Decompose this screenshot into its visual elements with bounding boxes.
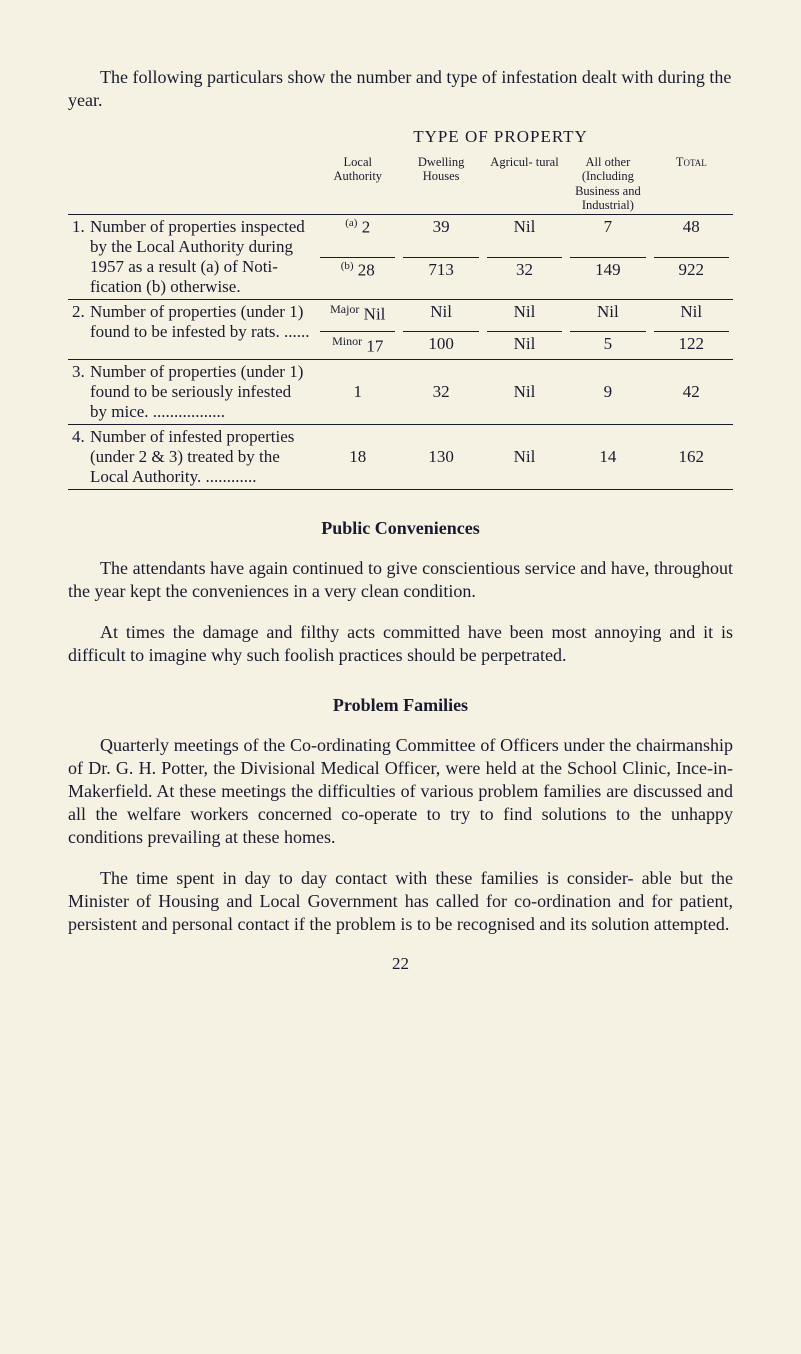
row-number: 2. (72, 302, 90, 342)
row-sublabel: (a) (345, 217, 357, 229)
row-sublabel: (b) (341, 260, 354, 272)
row-description: Number of infested properties (under 2 &… (90, 427, 312, 487)
cell-value: Nil (483, 424, 566, 489)
table-row: 4. Number of infested properties (under … (68, 424, 733, 489)
page-number: 22 (68, 954, 733, 974)
cell-value: 28 (358, 261, 375, 280)
cell-value: 122 (679, 334, 705, 353)
document-page: The following particulars show the numbe… (0, 0, 801, 974)
row-description: Number of properties (under 1) found to … (90, 362, 312, 422)
cell-value: Nil (483, 359, 566, 424)
table-header-row: Local Authority Dwelling Houses Agricul-… (68, 153, 733, 215)
rule-line (654, 257, 729, 258)
row-sublabel: Minor (332, 334, 362, 348)
cell-value: 32 (516, 260, 533, 279)
row-number: 1. (72, 217, 90, 297)
cell-value: 14 (566, 424, 649, 489)
cell-value: Nil (566, 300, 649, 327)
body-paragraph: The time spent in day to day contact wit… (68, 867, 733, 936)
row-description: Number of properties inspected by the Lo… (90, 217, 312, 297)
row-description: Number of properties (under 1) found to … (90, 302, 312, 342)
intro-paragraph: The following particulars show the numbe… (68, 66, 733, 113)
cell-value: 32 (399, 359, 482, 424)
row-number: 4. (72, 427, 90, 487)
cell-value: Nil (399, 300, 482, 327)
col-dwelling-houses: Dwelling Houses (399, 153, 482, 215)
rule-line (654, 331, 729, 332)
rule-line (320, 257, 395, 258)
rule-line (320, 331, 395, 332)
rule-line (403, 257, 478, 258)
cell-value: 48 (650, 215, 733, 254)
body-paragraph: The attendants have again continued to g… (68, 557, 733, 603)
cell-value: Nil (514, 334, 536, 353)
rule-line (570, 331, 645, 332)
cell-value: 18 (316, 424, 399, 489)
body-paragraph: Quarterly meetings of the Co-ordinating … (68, 734, 733, 849)
table-row: 3. Number of properties (under 1) found … (68, 359, 733, 424)
col-local-authority: Local Authority (316, 153, 399, 215)
cell-value: 713 (428, 260, 454, 279)
col-all-other: All other (Including Business and Indust… (566, 153, 649, 215)
cell-value: 130 (399, 424, 482, 489)
cell-value: 2 (362, 218, 371, 237)
cell-value: 17 (366, 337, 383, 356)
infestation-table: Local Authority Dwelling Houses Agricul-… (68, 153, 733, 490)
section-heading-problem-families: Problem Families (68, 695, 733, 716)
rule-line (403, 331, 478, 332)
cell-value: 162 (650, 424, 733, 489)
row-number: 3. (72, 362, 90, 422)
rule-line (570, 257, 645, 258)
col-total: Total (650, 153, 733, 215)
rule-line (487, 331, 562, 332)
cell-value: 100 (428, 334, 454, 353)
cell-value: Nil (483, 215, 566, 254)
cell-value: 42 (650, 359, 733, 424)
cell-value: 9 (566, 359, 649, 424)
cell-value: 1 (316, 359, 399, 424)
table-row: 2. Number of properties (under 1) found … (68, 300, 733, 327)
cell-value: Nil (483, 300, 566, 327)
rule-line (487, 257, 562, 258)
cell-value: 922 (679, 260, 705, 279)
col-agricultural: Agricul- tural (483, 153, 566, 215)
table-title: TYPE OF PROPERTY (268, 127, 733, 147)
cell-value: Nil (364, 305, 386, 324)
cell-value: 39 (399, 215, 482, 254)
cell-value: 149 (595, 260, 621, 279)
body-paragraph: At times the damage and filthy acts comm… (68, 621, 733, 667)
section-heading-public-conveniences: Public Conveniences (68, 518, 733, 539)
cell-value: 5 (604, 334, 613, 353)
row-sublabel: Major (330, 302, 359, 316)
cell-value: Nil (650, 300, 733, 327)
cell-value: 7 (566, 215, 649, 254)
table-row: 1. Number of properties inspected by the… (68, 215, 733, 254)
